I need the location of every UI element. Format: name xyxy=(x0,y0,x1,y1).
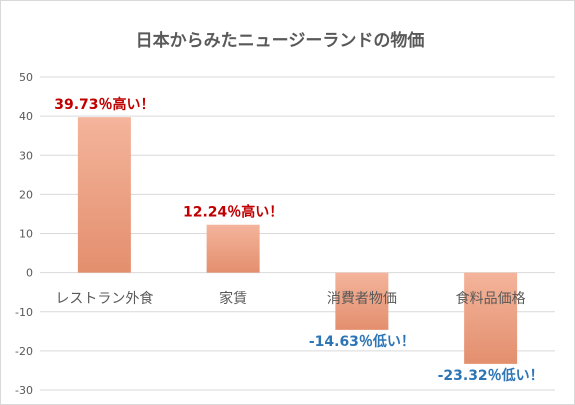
y-tick-label: 20 xyxy=(19,188,33,201)
bar xyxy=(335,272,389,330)
data-label: 12.24％高い！ xyxy=(183,204,283,221)
data-label: -14.63％低い！ xyxy=(309,333,415,350)
data-label: -23.32％低い！ xyxy=(438,367,544,384)
bars xyxy=(77,117,518,364)
data-label: 39.73％高い！ xyxy=(54,96,154,113)
y-axis-ticks: 50 40 30 20 10 0 -10 -20 -30 xyxy=(15,71,33,397)
category-label: 食料品価格 xyxy=(456,290,526,307)
data-labels: 39.73％高い！ 12.24％高い！ -14.63％低い！ -23.32％低い！ xyxy=(54,96,543,384)
y-tick-label: -10 xyxy=(15,306,33,319)
y-tick-label: -30 xyxy=(15,384,33,397)
y-tick-label: 30 xyxy=(19,149,33,162)
bar xyxy=(206,224,260,273)
category-labels: レストラン外食 家賃 消費者物価 食料品価格 xyxy=(55,290,525,307)
y-tick-label: 50 xyxy=(19,71,33,84)
category-label: 家賃 xyxy=(219,290,247,307)
y-tick-label: 0 xyxy=(26,267,33,280)
y-tick-label: 40 xyxy=(19,110,33,123)
category-label: 消費者物価 xyxy=(327,291,397,307)
y-tick-label: 10 xyxy=(19,228,33,241)
category-label: レストラン外食 xyxy=(55,290,153,307)
bar xyxy=(464,272,518,364)
bar xyxy=(77,117,131,273)
chart-title: 日本からみたニュージーランドの物価 xyxy=(136,30,425,51)
y-tick-label: -20 xyxy=(15,345,33,358)
